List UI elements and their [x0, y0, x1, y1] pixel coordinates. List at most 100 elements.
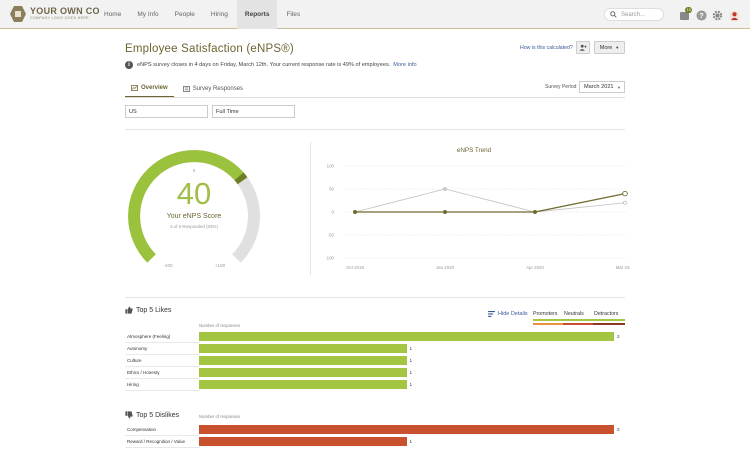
help-icon: ?: [696, 10, 707, 21]
filters-divider: [125, 129, 625, 130]
trend-y-tick-label: -100: [325, 256, 334, 261]
employment-filter[interactable]: Full Time: [212, 105, 295, 118]
inbox-button[interactable]: 10: [679, 7, 693, 20]
thumbs-up-icon: [125, 306, 133, 314]
tabs-divider: [125, 97, 625, 98]
bar-row-divider: [125, 390, 200, 391]
gear-icon: [712, 10, 723, 21]
legend-bar-detractor: [593, 323, 625, 325]
survey-info: i eNPS survey closes in 4 days on Friday…: [125, 61, 417, 69]
trend-point[interactable]: [622, 190, 628, 197]
trend-point[interactable]: [443, 187, 447, 191]
tab-overview[interactable]: Overview: [125, 82, 174, 98]
legend-neutrals: Neutrals: [564, 311, 584, 317]
survey-period-value: March 2021: [584, 84, 614, 90]
nav-home[interactable]: Home: [104, 11, 122, 18]
bar-row-divider: [125, 354, 200, 355]
bar[interactable]: [199, 332, 614, 341]
bar-category-label: Atmosphere (Feeling): [127, 333, 171, 339]
bar[interactable]: [199, 425, 614, 434]
trend-x-tick-label: Mar 2021: [616, 265, 630, 270]
bar[interactable]: [199, 437, 407, 446]
gauge-fill: [128, 150, 244, 263]
enps-score: 40: [177, 176, 211, 211]
trend-point[interactable]: [353, 210, 357, 214]
how-calculated-link[interactable]: How is this calculated?: [520, 45, 573, 51]
nav-hiring[interactable]: Hiring: [210, 11, 228, 18]
gauge-score-tip: [234, 172, 248, 185]
user-avatar[interactable]: [729, 8, 741, 21]
more-button[interactable]: More ▼: [594, 41, 625, 54]
main-nav: Home My Info People Hiring Reports Files: [96, 0, 308, 29]
bar-category-label: Culture: [127, 357, 142, 363]
nav-people[interactable]: People: [174, 11, 195, 18]
bar[interactable]: [199, 344, 407, 353]
bar-row-divider: [125, 435, 200, 436]
list-icon: [488, 311, 495, 317]
nav-reports[interactable]: Reports: [236, 0, 278, 29]
trend-y-tick-label: 0: [332, 210, 335, 215]
location-filter-value: US: [129, 108, 137, 115]
search-placeholder: Search...: [621, 11, 646, 18]
bar-value-label: 1: [409, 370, 413, 375]
company-logo[interactable]: YOUR OWN CO COMPANY LOGO GOES HERE: [10, 6, 100, 22]
nav-files[interactable]: Files: [286, 11, 301, 18]
tab-overview-label: Overview: [141, 85, 168, 91]
bar-value-label: 1: [409, 439, 413, 444]
bar[interactable]: [199, 368, 407, 377]
tab-bar: Overview Survey Responses: [125, 82, 249, 98]
more-label: More: [599, 44, 613, 51]
trend-x-tick-label: Oct 2019: [346, 265, 364, 270]
hide-details-label: Hide Details: [498, 311, 528, 317]
tab-survey-responses[interactable]: Survey Responses: [177, 82, 249, 98]
location-filter[interactable]: US: [125, 105, 208, 118]
legend-bar-neutral: [533, 323, 563, 325]
bar-category-label: Ethics / Honesty: [127, 369, 160, 375]
bar[interactable]: [199, 380, 407, 389]
inbox-icon: [680, 12, 689, 20]
hide-details-button[interactable]: Hide Details: [488, 311, 528, 317]
trend-x-tick-label: Apr 2020: [526, 265, 544, 270]
top-likes-heading: Top 5 Likes: [125, 306, 171, 314]
bar-row-divider: [125, 378, 200, 379]
bar-category-label: Reward / Recognition / Value: [127, 438, 185, 444]
bar-value-label: 2: [617, 334, 620, 339]
info-text: eNPS survey closes in 4 days on Friday, …: [137, 62, 391, 68]
legend-bar-dislikes: [563, 323, 593, 325]
bar-value-label: 2: [617, 427, 620, 432]
survey-period-select[interactable]: March 2021 ▼: [579, 81, 625, 93]
thumbs-down-icon: [125, 411, 133, 419]
share-access-button[interactable]: [576, 41, 590, 54]
trend-y-tick-label: -50: [328, 233, 335, 238]
enps-score-label: Your eNPS Score: [167, 213, 222, 220]
search-input[interactable]: Search...: [604, 8, 664, 21]
bar[interactable]: [199, 356, 407, 365]
nav-my-info[interactable]: My Info: [137, 11, 159, 18]
bar-value-label: 1: [409, 346, 413, 351]
gauge-min-label: -100: [163, 263, 173, 268]
bar-value-label: 1: [409, 382, 413, 387]
overview-icon: [131, 85, 138, 91]
logo-sub-text: COMPANY LOGO GOES HERE: [30, 16, 90, 21]
info-icon: i: [125, 61, 133, 69]
chevron-down-icon: ▼: [615, 45, 620, 50]
enps-gauge: 0 -100 +100 40 Your eNPS Score 5 of 6 Re…: [128, 150, 260, 268]
help-button[interactable]: ?: [696, 8, 708, 21]
responded-text: 5 of 6 Responded (83%): [170, 224, 218, 229]
bar-value-label: 1: [409, 358, 413, 363]
trend-point[interactable]: [443, 210, 447, 214]
trend-point[interactable]: [622, 200, 628, 205]
settings-button[interactable]: [712, 8, 724, 21]
svg-text:?: ?: [699, 11, 704, 20]
top-dislikes-heading: Top 5 Dislikes: [125, 411, 179, 419]
bar-row-divider: [125, 342, 200, 343]
more-info-link[interactable]: More info: [393, 62, 417, 68]
bar-row-divider: [125, 447, 200, 448]
bar-category-label: Hiring: [127, 381, 139, 387]
employment-filter-value: Full Time: [216, 108, 239, 115]
top-dislikes-title: Top 5 Dislikes: [136, 411, 180, 419]
section-divider: [125, 297, 625, 298]
gauge-trend-divider: [310, 142, 311, 275]
trend-point[interactable]: [533, 210, 537, 214]
bar-category-label: Autonomy: [127, 345, 148, 351]
